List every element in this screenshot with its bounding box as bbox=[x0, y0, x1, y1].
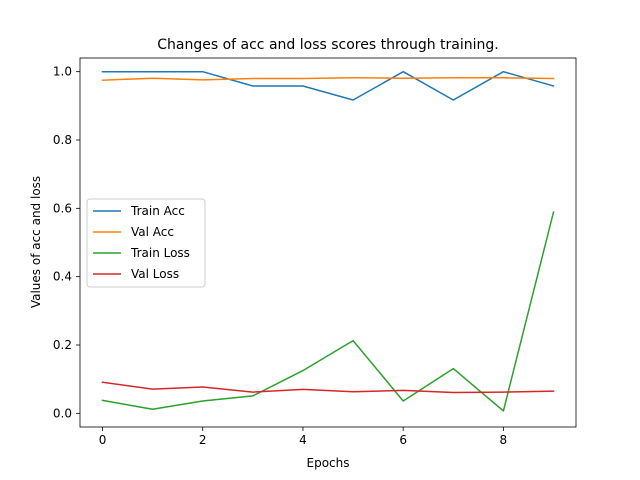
plot-frame bbox=[79, 57, 577, 428]
x-tick-label: 8 bbox=[500, 433, 508, 447]
y-tick-label: 0.6 bbox=[53, 201, 72, 215]
plot-area bbox=[79, 57, 577, 428]
legend-box bbox=[86, 198, 206, 288]
chart-title: Changes of acc and loss scores through t… bbox=[157, 37, 499, 53]
y-tick-label: 0.4 bbox=[53, 270, 72, 284]
legend: Train Acc Val Acc Train Loss Val Loss bbox=[86, 198, 206, 288]
y-axis: 0.0 0.2 0.4 0.6 0.8 1.0 bbox=[53, 65, 80, 420]
x-tick-label: 2 bbox=[199, 433, 207, 447]
legend-label-train-loss: Train Loss bbox=[130, 246, 190, 260]
y-tick-label: 1.0 bbox=[53, 65, 72, 79]
x-tick-label: 6 bbox=[399, 433, 407, 447]
x-axis: 0 2 4 6 8 bbox=[99, 427, 507, 447]
y-tick-label: 0.2 bbox=[53, 338, 72, 352]
y-tick-label: 0.8 bbox=[53, 133, 72, 147]
x-tick-label: 0 bbox=[99, 433, 107, 447]
series-line-train-loss bbox=[101, 211, 555, 412]
y-axis-label: Values of acc and loss bbox=[29, 176, 43, 308]
legend-label-train-acc: Train Acc bbox=[130, 204, 185, 218]
series-layer bbox=[101, 70, 555, 412]
x-axis-label: Epochs bbox=[307, 456, 350, 470]
legend-label-val-acc: Val Acc bbox=[131, 225, 174, 239]
series-line-val-loss bbox=[101, 381, 555, 394]
y-tick-label: 0.0 bbox=[53, 406, 72, 420]
x-tick-label: 4 bbox=[299, 433, 307, 447]
series-line-train-acc bbox=[101, 70, 555, 101]
legend-label-val-loss: Val Loss bbox=[131, 267, 179, 281]
series-line-val-acc bbox=[101, 77, 555, 81]
